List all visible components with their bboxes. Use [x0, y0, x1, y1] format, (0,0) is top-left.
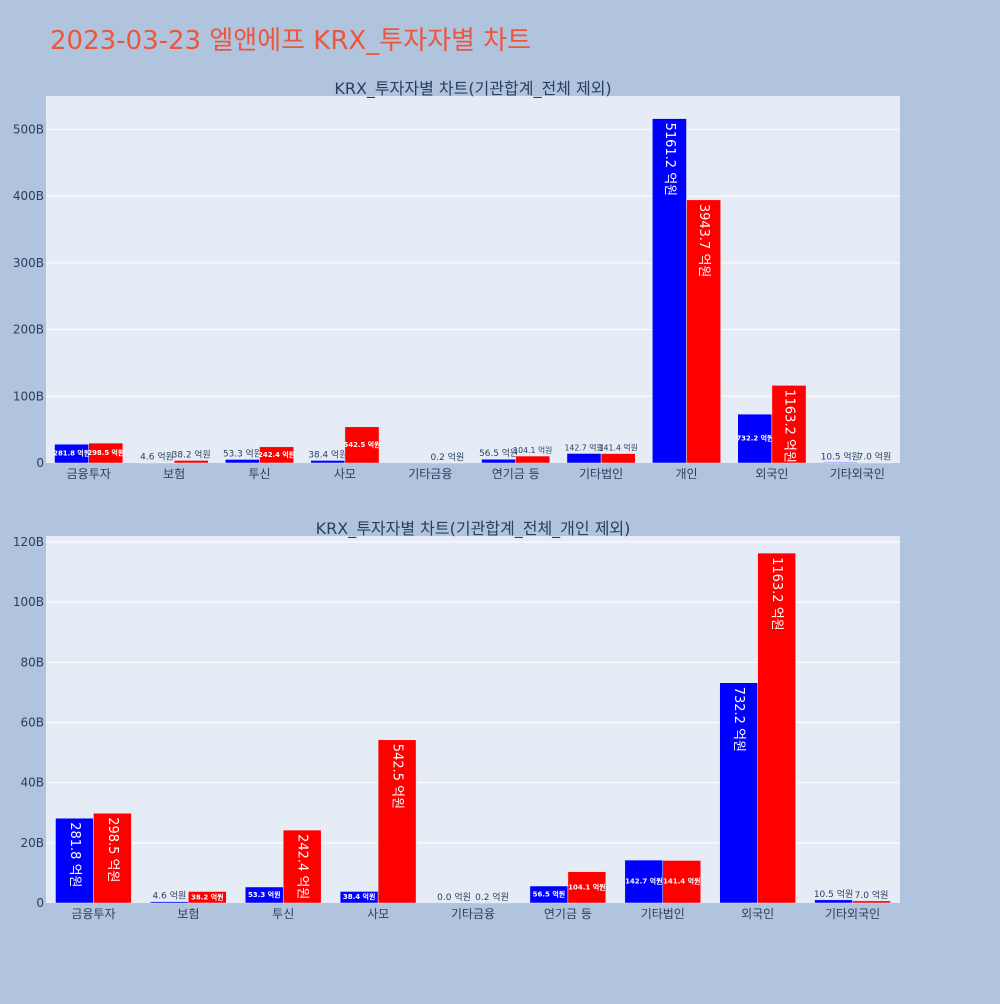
- page-title: 2023-03-23 엘앤에프 KRX_투자자별 차트: [50, 26, 531, 56]
- x-tick-label: 기타법인: [641, 907, 685, 921]
- bar: [225, 459, 259, 463]
- data-label: 4.6 억원: [140, 451, 174, 463]
- x-tick-label: 기타금융: [451, 907, 495, 921]
- data-label: 4.6 억원: [152, 890, 186, 902]
- data-label: 0.2 억원: [431, 451, 465, 463]
- data-label: 53.3 억원: [223, 447, 262, 459]
- data-label: 281.8 억원: [67, 822, 82, 887]
- y-tick-label: 200B: [13, 323, 44, 337]
- data-label: 298.5 억원: [105, 817, 120, 882]
- x-tick-label: 기타외국인: [825, 907, 880, 921]
- bar: [516, 456, 550, 463]
- bar: [174, 460, 208, 463]
- x-tick-label: 연기금 등: [544, 907, 592, 921]
- data-label: 1163.2 억원: [781, 389, 796, 463]
- bar: [601, 454, 635, 463]
- data-label: 3943.7 억원: [696, 204, 711, 278]
- data-label: 281.8 억원: [53, 449, 90, 458]
- chart-title: KRX_투자자별 차트(기관합계_전체_개인 제외): [316, 519, 631, 539]
- x-tick-label: 투신: [248, 467, 270, 481]
- x-tick-label: 사모: [334, 467, 356, 481]
- chart-title: KRX_투자자별 차트(기관합계_전체 제외): [334, 79, 611, 99]
- x-tick-label: 금융투자: [67, 467, 111, 481]
- data-label: 141.4 억원: [663, 877, 700, 886]
- y-tick-label: 80B: [20, 655, 44, 669]
- data-label: 1163.2 억원: [769, 557, 784, 631]
- y-tick-label: 40B: [20, 776, 44, 790]
- bar: [815, 900, 853, 903]
- y-tick-label: 0: [36, 456, 44, 470]
- y-tick-label: 100B: [13, 595, 44, 609]
- x-tick-label: 외국인: [755, 467, 788, 481]
- chart-2: KRX_투자자별 차트(기관합계_전체_개인 제외) 0 20B 40B 60B 80B 1…: [13, 519, 900, 921]
- data-label: 142.7 억원: [625, 877, 662, 886]
- data-label: 7.0 억원: [855, 889, 889, 901]
- data-label: 242.4 억원: [295, 834, 310, 899]
- y-tick-label: 100B: [13, 389, 44, 403]
- x-tick-label: 보험: [163, 467, 185, 481]
- x-tick-label: 금융투자: [71, 907, 115, 921]
- y-tick-label: 0: [36, 896, 44, 910]
- x-tick-label: 투신: [272, 907, 294, 921]
- data-label: 104.1 억원: [568, 882, 605, 891]
- data-label: 38.4 억원: [343, 892, 376, 901]
- data-label: 10.5 억원: [821, 450, 860, 462]
- data-label: 53.3 억원: [248, 890, 281, 899]
- data-label: 5161.2 억원: [662, 123, 677, 197]
- data-label: 56.5 억원: [533, 890, 566, 899]
- x-tick-label: 기타외국인: [830, 467, 885, 481]
- y-tick-label: 20B: [20, 836, 44, 850]
- data-label: 38.2 억원: [191, 892, 224, 901]
- data-label: 38.2 억원: [172, 448, 211, 460]
- data-label: 38.4 억원: [308, 448, 347, 460]
- y-tick-label: 400B: [13, 189, 44, 203]
- data-label: 141.4 억원: [599, 443, 638, 453]
- data-label: 0.2 억원: [475, 891, 509, 903]
- data-label: 7.0 억원: [858, 451, 892, 463]
- x-tick-label: 보험: [177, 907, 199, 921]
- bar: [567, 453, 601, 463]
- data-label: 542.5 억원: [344, 440, 381, 449]
- bar: [823, 462, 857, 463]
- y-tick-label: 500B: [13, 122, 44, 136]
- data-label: 104.1 억원: [513, 445, 552, 455]
- x-tick-label: 기타법인: [579, 467, 623, 481]
- data-label: 298.5 억원: [87, 448, 124, 457]
- bar: [853, 901, 891, 903]
- data-label: 242.4 억원: [258, 450, 295, 459]
- x-tick-label: 기타금융: [408, 467, 452, 481]
- data-label: 10.5 억원: [814, 888, 853, 900]
- data-label: 732.2 억원: [731, 687, 746, 752]
- x-tick-label: 개인: [675, 467, 697, 481]
- x-tick-label: 연기금 등: [492, 467, 540, 481]
- data-label: 732.2 억원: [736, 434, 773, 443]
- x-tick-label: 외국인: [741, 907, 774, 921]
- y-tick-label: 120B: [13, 535, 44, 549]
- data-label: 0.0 억원: [437, 891, 471, 903]
- chart-1: KRX_투자자별 차트(기관합계_전체 제외) 0 100B 200B 300B 400B…: [13, 79, 900, 481]
- x-tick-label: 사모: [367, 907, 389, 921]
- bar: [482, 459, 516, 463]
- bar: [311, 460, 345, 463]
- y-tick-label: 60B: [20, 716, 44, 730]
- bar: [150, 902, 188, 903]
- y-tick-label: 300B: [13, 256, 44, 270]
- data-label: 542.5 억원: [390, 744, 405, 809]
